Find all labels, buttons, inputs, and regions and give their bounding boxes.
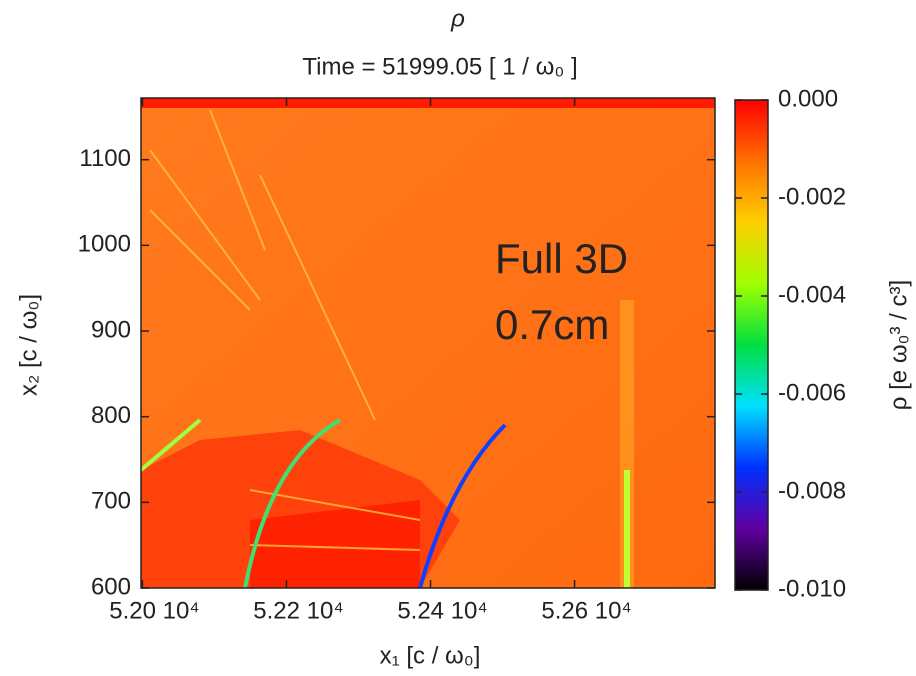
chart-title: ρ <box>450 5 465 32</box>
colorbar-tick-label: -0.002 <box>778 183 846 210</box>
colorbar-tick-label: -0.006 <box>778 379 846 406</box>
y-tick-label: 600 <box>91 573 131 600</box>
colorbar-tick-label: -0.004 <box>778 281 846 308</box>
y-axis-label: x₂ [c / ω₀] <box>15 294 42 396</box>
colorbar-tick-label: -0.010 <box>778 575 846 602</box>
x-tick-label: 5.24 10⁴ <box>397 597 487 624</box>
colorbar-tick-label: 0.000 <box>778 85 838 112</box>
heatmap-field <box>141 98 715 588</box>
colorbar-label: ρ [e ω₀³ / c³] <box>885 280 912 410</box>
x-tick-label: 5.22 10⁴ <box>253 597 343 624</box>
colorbar <box>734 99 769 591</box>
y-tick-label: 900 <box>91 316 131 343</box>
y-tick-label: 1000 <box>78 231 131 258</box>
x-tick-label: 5.20 10⁴ <box>109 597 199 624</box>
annotation: 0.7cm <box>495 301 609 348</box>
colorbar-tick-label: -0.008 <box>778 477 846 504</box>
chart-subtitle: Time = 51999.05 [ 1 / ω₀ ] <box>302 53 577 80</box>
annotation: Full 3D <box>495 235 628 282</box>
x-axis-label: x₁ [c / ω₀] <box>380 642 481 669</box>
plot-frame <box>140 97 716 589</box>
y-tick-label: 700 <box>91 488 131 515</box>
y-tick-label: 800 <box>91 402 131 429</box>
x-tick-label: 5.26 10⁴ <box>541 597 631 624</box>
y-tick-label: 1100 <box>79 145 131 172</box>
